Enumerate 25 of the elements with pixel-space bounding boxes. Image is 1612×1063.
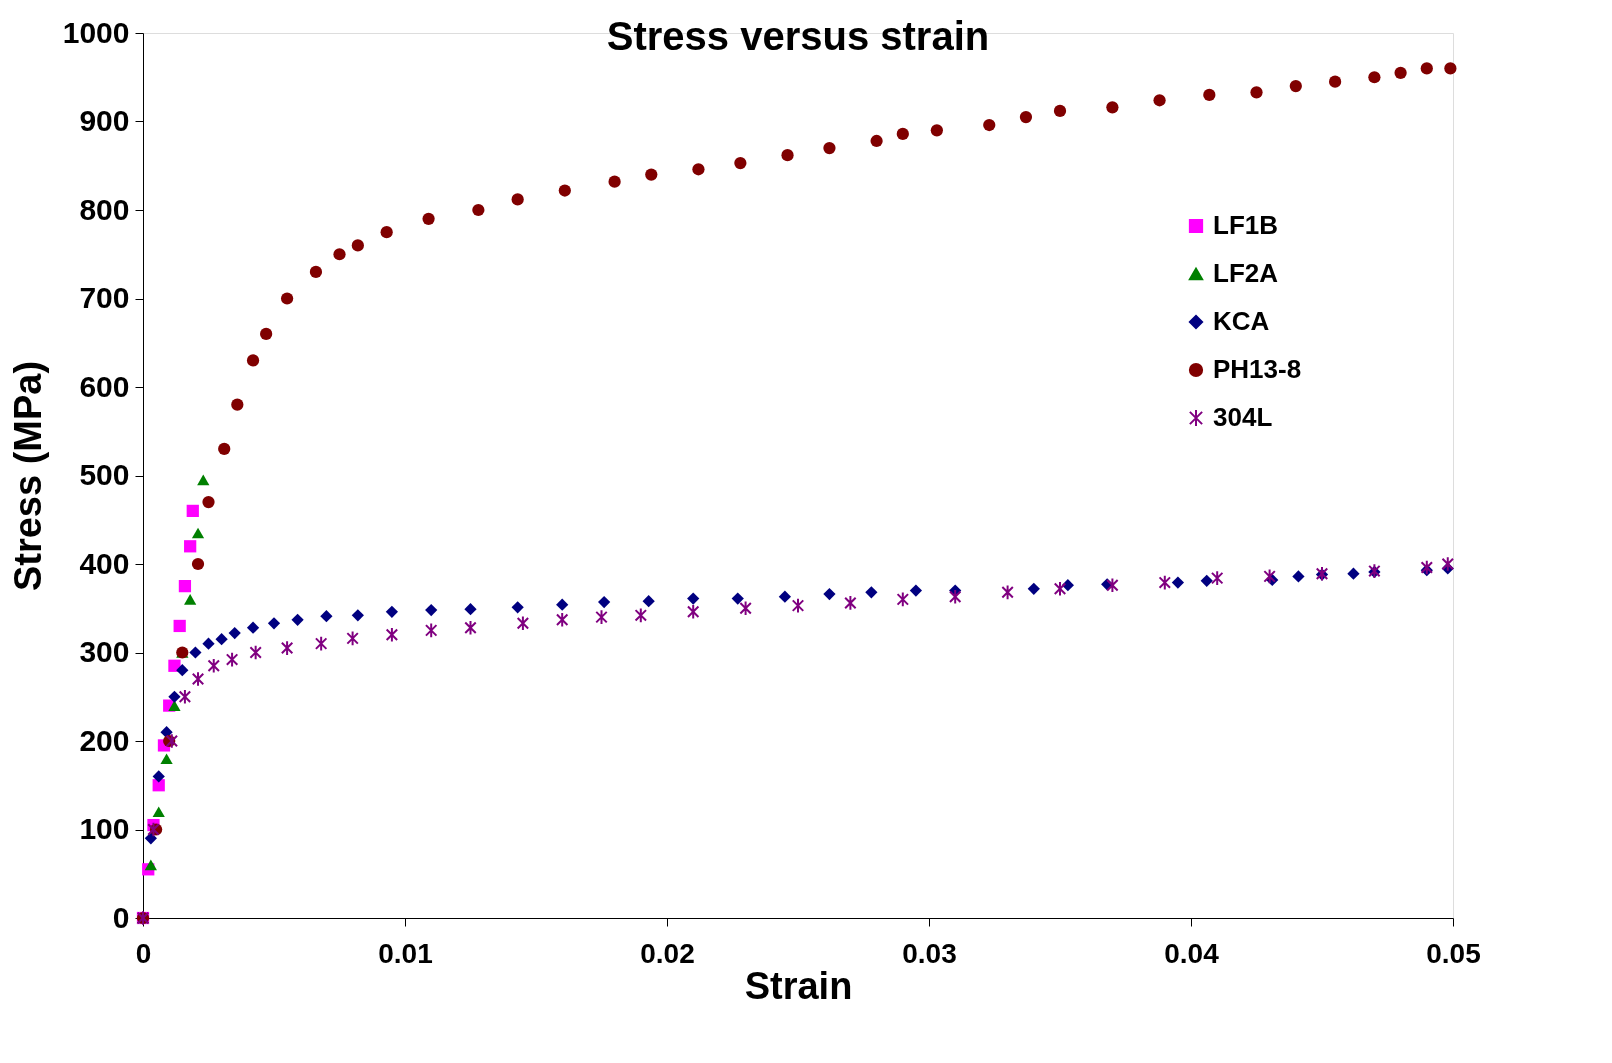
x-tick-label: 0.02 xyxy=(640,937,695,969)
legend-label: PH13-8 xyxy=(1213,354,1302,384)
y-tick-label: 200 xyxy=(79,723,130,757)
x-axis-title: Strain xyxy=(744,964,853,1007)
legend-label: LF1B xyxy=(1213,210,1278,240)
x-tick-label: 0.01 xyxy=(378,937,433,969)
y-tick-label: 400 xyxy=(79,546,130,580)
legend-label: KCA xyxy=(1213,306,1270,336)
y-tick-label: 700 xyxy=(79,281,130,314)
legend-label: 304L xyxy=(1213,402,1273,432)
y-tick-label: 300 xyxy=(79,635,130,668)
y-axis-title: Stress (MPa) xyxy=(6,360,49,592)
y-tick-label: 900 xyxy=(79,104,130,137)
y-tick-label: 0 xyxy=(112,900,130,934)
chart-title: Stress versus strain xyxy=(606,14,990,58)
x-tick-label: 0.05 xyxy=(1426,937,1481,969)
x-tick-label: 0.03 xyxy=(902,937,957,969)
legend-label: LF2A xyxy=(1213,258,1279,288)
y-tick-label: 800 xyxy=(79,192,130,226)
y-tick-label: 100 xyxy=(79,812,130,845)
y-tick-label: 1000 xyxy=(62,15,130,49)
x-tick-label: 0 xyxy=(135,937,152,969)
x-tick-label: 0.04 xyxy=(1164,937,1220,969)
y-tick-label: 500 xyxy=(79,458,130,491)
y-tick-label: 600 xyxy=(79,369,130,403)
